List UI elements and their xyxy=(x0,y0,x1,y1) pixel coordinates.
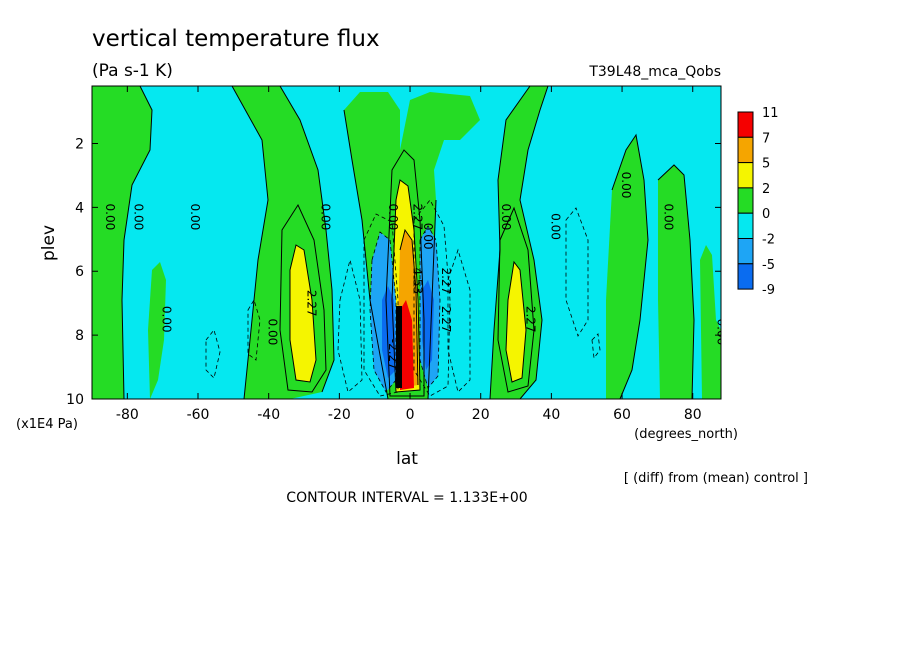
x-tick-label: 40 xyxy=(542,407,560,423)
field-darkblue-north-lobe xyxy=(422,280,434,370)
contour-labels: 0.00 0.000.000.000.002.270.00 0.00-2.272.2… xyxy=(103,172,729,370)
x-tick-label: 80 xyxy=(684,407,702,423)
contour-label: 0.00 xyxy=(548,213,562,240)
contour-interval: CONTOUR INTERVAL = 1.133E+00 xyxy=(286,490,527,506)
contour-label: 0.00 xyxy=(131,204,145,231)
contour-label: 0.00 xyxy=(499,204,513,231)
contour-plot-area: 0.00 0.000.000.000.002.270.00 0.00-2.272.2… xyxy=(92,86,729,399)
contour-label: -2.27 xyxy=(386,339,400,370)
colorbar: 11 7 5 2 0 -2 -5 -9 xyxy=(737,106,779,298)
field-green-spike-s70 xyxy=(148,262,166,399)
chart-subtitle: (Pa s-1 K) xyxy=(92,61,173,81)
contour-label: 0.00 xyxy=(319,204,333,231)
colorbar-swatch xyxy=(737,111,754,138)
colorbar-label: 7 xyxy=(762,131,770,146)
contour-label: 0.00 xyxy=(715,319,729,346)
run-label: T39L48_mca_Qobs xyxy=(588,64,721,80)
contour-label: 0.00 xyxy=(103,204,117,231)
field-yellow-north xyxy=(506,262,526,382)
contour-label: 2.27 xyxy=(439,306,453,333)
contour-label: 0.00 xyxy=(188,204,202,231)
colorbar-swatch xyxy=(737,162,754,189)
x-axis: -80 -60 -40 -20 0 20 40 60 80 xyxy=(116,86,702,423)
colorbar-label: 2 xyxy=(762,182,770,197)
colorbar-swatch xyxy=(737,238,754,265)
y-axis-units: (x1E4 Pa) xyxy=(16,417,78,432)
contour-label: 2.27 xyxy=(411,204,425,231)
field-green-spike-n70 xyxy=(658,165,694,399)
x-tick-label: -80 xyxy=(116,407,139,423)
contour-label: 0.00 xyxy=(662,204,676,231)
y-tick-label: 2 xyxy=(75,136,84,152)
y-tick-label: 6 xyxy=(75,264,84,280)
solid-contours xyxy=(121,86,695,399)
colorbar-swatch xyxy=(737,263,754,290)
colorbar-label: 11 xyxy=(762,106,779,121)
contour-label: 0.00 xyxy=(160,306,174,333)
x-axis-units: (degrees_north) xyxy=(634,427,738,442)
contour-label: 2.27 xyxy=(524,306,538,333)
colorbar-swatch xyxy=(737,136,754,164)
x-tick-label: 0 xyxy=(406,407,415,423)
field-yellow-south xyxy=(290,245,316,382)
field-black-core xyxy=(396,306,402,388)
colorbar-label: -5 xyxy=(762,258,775,273)
colorbar-label: 0 xyxy=(762,207,770,222)
field-green-spike-n85 xyxy=(700,245,721,399)
contour-label: 0.00 xyxy=(386,204,400,231)
contour-label: 4.53 xyxy=(411,267,425,294)
field-green-south-polar xyxy=(92,86,152,399)
y-tick-label: 10 xyxy=(66,392,84,408)
x-tick-label: 60 xyxy=(613,407,631,423)
colorbar-swatch xyxy=(737,212,754,239)
dashed-contours xyxy=(205,199,601,397)
colorbar-label: -9 xyxy=(762,283,775,298)
field-red-equator xyxy=(400,300,414,390)
x-tick-label: -20 xyxy=(328,407,351,423)
plot-frame xyxy=(91,85,722,400)
contour-label: 0.00 xyxy=(421,223,435,250)
x-tick-label: -40 xyxy=(257,407,280,423)
y-axis-label: plev xyxy=(39,225,59,261)
comparison-note: [ (diff) from (mean) control ] xyxy=(624,471,808,486)
contour-label: 0.00 xyxy=(266,319,280,346)
y-axis: 2 4 6 8 10 xyxy=(66,136,721,408)
y-tick-label: 8 xyxy=(75,328,84,344)
x-axis-label: lat xyxy=(396,449,418,469)
colorbar-label: -2 xyxy=(762,233,775,248)
chart-title: vertical temperature flux xyxy=(92,26,380,52)
x-tick-label: 20 xyxy=(472,407,490,423)
x-tick-label: -60 xyxy=(187,407,210,423)
contour-label: 0.00 xyxy=(619,172,633,199)
contour-label: 2.27 xyxy=(305,290,319,317)
colorbar-label: 5 xyxy=(762,157,770,172)
colorbar-swatch xyxy=(737,187,754,214)
y-tick-label: 4 xyxy=(75,200,84,216)
contour-label: 2.27 xyxy=(439,267,453,294)
